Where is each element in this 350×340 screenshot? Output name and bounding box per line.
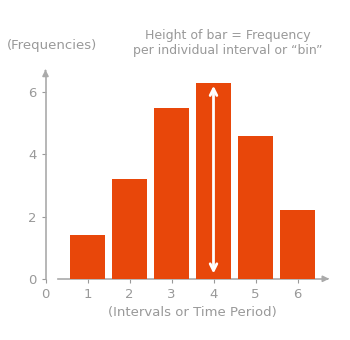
Text: (Frequencies): (Frequencies) <box>7 39 98 52</box>
Bar <box>280 210 315 279</box>
X-axis label: (Intervals or Time Period): (Intervals or Time Period) <box>108 306 277 319</box>
Bar <box>196 83 231 279</box>
Bar <box>70 235 105 279</box>
Bar <box>154 108 189 279</box>
Text: Height of bar = Frequency
per individual interval or “bin”: Height of bar = Frequency per individual… <box>133 29 323 57</box>
Bar <box>238 136 273 279</box>
Bar <box>112 179 147 279</box>
